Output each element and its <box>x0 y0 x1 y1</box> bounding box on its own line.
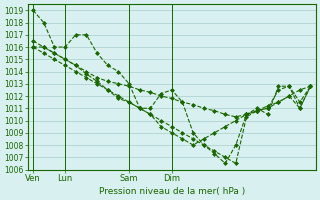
X-axis label: Pression niveau de la mer( hPa ): Pression niveau de la mer( hPa ) <box>99 187 245 196</box>
